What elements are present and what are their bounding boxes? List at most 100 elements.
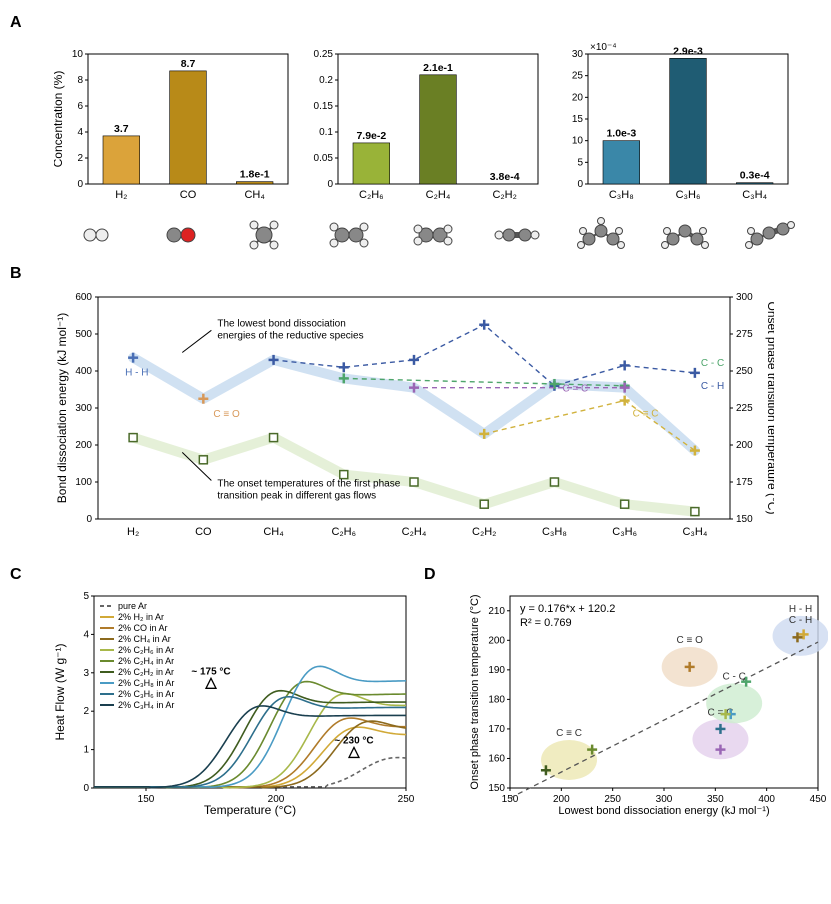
svg-text:0: 0: [77, 179, 83, 190]
svg-text:C₃H₄: C₃H₄: [742, 189, 767, 201]
panel-a: A 02468103.7H₂8.7CO1.8e-1CH₄Concentratio…: [10, 14, 821, 255]
svg-text:0: 0: [83, 783, 89, 794]
svg-text:300: 300: [75, 403, 92, 414]
svg-text:450: 450: [810, 794, 827, 805]
svg-text:160: 160: [488, 753, 505, 764]
svg-text:Onset phase transition tempera: Onset phase transition temperature (°C): [765, 302, 774, 515]
svg-text:2% C₂H₂ in Ar: 2% C₂H₂ in Ar: [118, 667, 174, 677]
svg-text:500: 500: [75, 329, 92, 340]
svg-text:~ 175 °C: ~ 175 °C: [191, 666, 230, 677]
panel-b: B 01002003004005006001501752002252502753…: [10, 265, 821, 552]
svg-text:0.1: 0.1: [319, 127, 333, 138]
svg-text:8: 8: [77, 75, 83, 86]
svg-text:2% CO in Ar: 2% CO in Ar: [118, 623, 168, 633]
svg-text:600: 600: [75, 292, 92, 303]
svg-text:4: 4: [77, 127, 83, 138]
svg-text:225: 225: [736, 403, 753, 414]
svg-text:C₂H₄: C₂H₄: [402, 526, 427, 538]
molecule-icon: [739, 215, 799, 255]
svg-text:2% C₃H₆ in Ar: 2% C₃H₆ in Ar: [118, 689, 174, 699]
svg-text:0: 0: [577, 179, 583, 190]
svg-text:200: 200: [75, 440, 92, 451]
svg-text:0.2: 0.2: [319, 75, 333, 86]
svg-text:2: 2: [77, 153, 83, 164]
svg-text:H₂: H₂: [115, 189, 127, 201]
svg-text:0.3e-4: 0.3e-4: [740, 170, 770, 182]
svg-text:350: 350: [707, 794, 724, 805]
svg-text:250: 250: [398, 794, 414, 805]
molecule-icon: [318, 215, 378, 255]
svg-text:5: 5: [83, 591, 89, 602]
svg-text:6: 6: [77, 101, 83, 112]
svg-text:7.9e-2: 7.9e-2: [356, 130, 386, 142]
svg-text:2% C₃H₄ in Ar: 2% C₃H₄ in Ar: [118, 700, 174, 710]
svg-text:100: 100: [75, 477, 92, 488]
svg-text:190: 190: [488, 665, 505, 676]
svg-text:170: 170: [488, 724, 505, 735]
svg-text:C₃H₄: C₃H₄: [682, 526, 707, 538]
svg-text:CO: CO: [180, 189, 197, 201]
svg-text:2% C₂H₆ in Ar: 2% C₂H₆ in Ar: [118, 645, 174, 655]
svg-text:300: 300: [736, 292, 753, 303]
svg-text:300: 300: [656, 794, 673, 805]
svg-text:30: 30: [572, 49, 584, 60]
svg-text:CH₄: CH₄: [244, 189, 265, 201]
svg-text:~ 230 °C: ~ 230 °C: [334, 735, 373, 746]
svg-text:400: 400: [758, 794, 775, 805]
panel-a-subplot: 02468103.7H₂8.7CO1.8e-1CH₄Concentration …: [54, 36, 294, 211]
svg-text:C₂H₆: C₂H₆: [331, 526, 356, 538]
svg-text:C₂H₆: C₂H₆: [359, 189, 384, 201]
molecule-icon: [234, 215, 294, 255]
panel-b-label: B: [10, 265, 821, 283]
svg-text:Heat Flow (W g⁻¹): Heat Flow (W g⁻¹): [54, 643, 67, 740]
svg-text:C - C: C - C: [701, 358, 724, 369]
svg-text:200: 200: [488, 635, 505, 646]
svg-text:3.8e-4: 3.8e-4: [490, 171, 520, 183]
svg-text:10: 10: [72, 49, 84, 60]
svg-text:25: 25: [572, 71, 584, 82]
svg-text:C ≡ C: C ≡ C: [556, 728, 582, 739]
svg-text:0: 0: [327, 179, 333, 190]
svg-text:C = C: C = C: [562, 384, 588, 395]
svg-text:400: 400: [75, 366, 92, 377]
svg-text:175: 175: [736, 477, 753, 488]
svg-text:1.0e-3: 1.0e-3: [606, 128, 636, 140]
svg-text:150: 150: [502, 794, 519, 805]
svg-text:CO: CO: [195, 526, 212, 538]
svg-text:C₂H₂: C₂H₂: [492, 189, 516, 201]
svg-text:H - H: H - H: [125, 368, 148, 379]
svg-text:C ≡ O: C ≡ O: [676, 635, 703, 646]
svg-text:C₂H₂: C₂H₂: [472, 526, 496, 538]
svg-text:210: 210: [488, 606, 505, 617]
svg-text:C ≡ C: C ≡ C: [633, 409, 659, 420]
svg-text:C₃H₈: C₃H₈: [609, 189, 634, 201]
molecule-icon: [402, 215, 462, 255]
svg-text:pure Ar: pure Ar: [118, 601, 147, 611]
svg-text:2% C₃H₈ in Ar: 2% C₃H₈ in Ar: [118, 678, 174, 688]
svg-text:0.25: 0.25: [314, 49, 334, 60]
svg-text:8.7: 8.7: [181, 58, 196, 70]
svg-text:Onset phase transition tempera: Onset phase transition temperature (°C): [469, 594, 481, 789]
svg-text:20: 20: [572, 92, 584, 103]
svg-text:250: 250: [736, 366, 753, 377]
svg-text:H₂: H₂: [127, 526, 139, 538]
svg-text:180: 180: [488, 694, 505, 705]
svg-text:2% C₂H₄ in Ar: 2% C₂H₄ in Ar: [118, 656, 174, 666]
svg-text:2: 2: [83, 706, 89, 717]
svg-text:energies of the reductive spec: energies of the reductive species: [217, 331, 363, 342]
svg-text:2% H₂ in Ar: 2% H₂ in Ar: [118, 612, 164, 622]
svg-text:0.05: 0.05: [314, 153, 334, 164]
svg-text:3.7: 3.7: [114, 123, 129, 135]
svg-text:C₃H₈: C₃H₈: [542, 526, 567, 538]
svg-text:4: 4: [83, 629, 89, 640]
svg-text:150: 150: [736, 514, 753, 525]
svg-text:C₃H₆: C₃H₆: [676, 189, 701, 201]
svg-text:2.9e-3: 2.9e-3: [673, 45, 703, 57]
svg-text:CH₄: CH₄: [263, 526, 284, 538]
panel-d-label: D: [424, 566, 828, 584]
svg-text:×10⁻⁴: ×10⁻⁴: [590, 42, 617, 53]
svg-text:transition peak in different g: transition peak in different gas flows: [217, 490, 376, 501]
svg-text:C₃H₆: C₃H₆: [612, 526, 637, 538]
svg-text:1.8e-1: 1.8e-1: [240, 169, 270, 181]
svg-text:C₂H₄: C₂H₄: [426, 189, 451, 201]
